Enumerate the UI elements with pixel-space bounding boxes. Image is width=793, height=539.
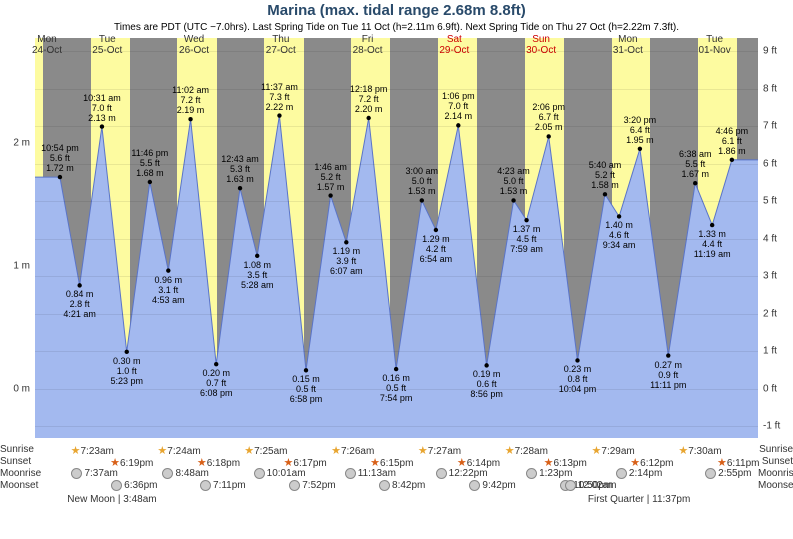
gridline	[35, 89, 758, 90]
y-tick-ft: 1 ft	[763, 346, 793, 357]
gridline	[35, 276, 758, 277]
moonset-label: Moonset	[0, 480, 35, 492]
moonrise-time: 10:01am	[254, 468, 306, 479]
chart-subtitle: Times are PDT (UTC −7.0hrs). Last Spring…	[0, 22, 793, 33]
moonrise-time: 2:55pm	[705, 468, 751, 479]
moonset-time: 6:36pm	[111, 480, 157, 491]
y-tick-ft: 0 ft	[763, 383, 793, 394]
sunrise-time: ★7:24am	[157, 444, 200, 457]
y-tick-m: 1 m	[0, 260, 30, 271]
y-tick-ft: 6 ft	[763, 158, 793, 169]
moon-phase-label: New Moon | 3:48am	[67, 494, 156, 505]
moonset-time: 12:02am	[565, 480, 617, 491]
y-tick-ft: 5 ft	[763, 196, 793, 207]
moonset-time: 7:52pm	[289, 480, 335, 491]
sunrise-time: ★7:30am	[678, 444, 721, 457]
moonrise-time: 2:14pm	[616, 468, 662, 479]
y-tick-ft: -1 ft	[763, 421, 793, 432]
gridline	[35, 51, 758, 52]
sunrise-time: ★7:23am	[71, 444, 114, 457]
chart-title: Marina (max. tidal range 2.68m 8.8ft)	[0, 2, 793, 19]
gridline	[35, 314, 758, 315]
y-tick-ft: 3 ft	[763, 271, 793, 282]
tide-chart: Marina (max. tidal range 2.68m 8.8ft) Ti…	[0, 0, 793, 539]
moonrise-time: 1:23pm	[526, 468, 572, 479]
sun-labels-right: Sunrise Sunset Moonrise Moonset	[758, 444, 793, 492]
y-tick-ft: 8 ft	[763, 83, 793, 94]
y-tick-ft: 2 ft	[763, 308, 793, 319]
moonrise-time: 8:48am	[162, 468, 208, 479]
moonrise-time: 7:37am	[71, 468, 117, 479]
y-tick-ft: 7 ft	[763, 121, 793, 132]
sunrise-time: ★7:27am	[418, 444, 461, 457]
y-tick-m: 2 m	[0, 137, 30, 148]
gridline	[35, 426, 758, 427]
gridline	[35, 239, 758, 240]
gridline	[35, 351, 758, 352]
sun-labels-left: Sunrise Sunset Moonrise Moonset	[0, 444, 35, 492]
gridline	[35, 201, 758, 202]
moonrise-time: 11:13am	[345, 468, 396, 479]
moonset-time: 9:42pm	[469, 480, 515, 491]
y-tick-m: 0 m	[0, 383, 30, 394]
moonset-time: 7:11pm	[200, 480, 246, 491]
sunset-label: Sunset	[0, 456, 35, 468]
y-tick-ft: 9 ft	[763, 46, 793, 57]
moon-phase-label: First Quarter | 11:37pm	[588, 494, 690, 505]
sunrise-time: ★7:28am	[505, 444, 548, 457]
sunrise-label: Sunrise	[0, 444, 35, 456]
gridline	[35, 126, 758, 127]
sunrise-time: ★7:29am	[592, 444, 635, 457]
gridline	[35, 164, 758, 165]
gridline	[35, 389, 758, 390]
moonset-time: 8:42pm	[379, 480, 425, 491]
sunrise-time: ★7:25am	[244, 444, 287, 457]
moonrise-label: Moonrise	[0, 468, 35, 480]
sunrise-time: ★7:26am	[331, 444, 374, 457]
moonrise-time: 12:22pm	[436, 468, 488, 479]
y-tick-ft: 4 ft	[763, 233, 793, 244]
